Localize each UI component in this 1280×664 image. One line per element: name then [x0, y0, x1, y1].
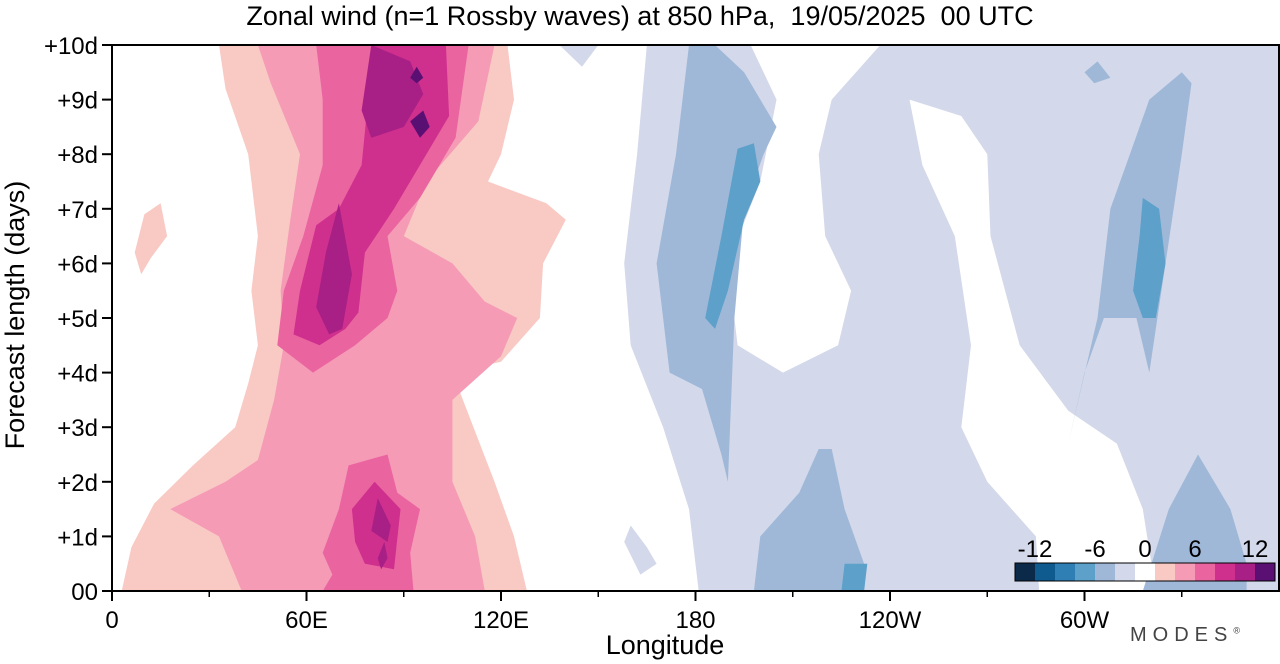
contour-region-pos10-9	[361, 45, 424, 138]
y-tick-label: +8d	[57, 142, 98, 169]
y-tick-label: +2d	[57, 470, 98, 497]
contour-region-pos10-11	[371, 498, 391, 542]
colorbar-label: 12	[1242, 536, 1269, 563]
contour-region-pos10-10	[316, 203, 352, 335]
colorbar-frame	[1014, 562, 1276, 582]
y-tick-label: +7d	[57, 197, 98, 224]
x-tick-label: 60W	[1060, 607, 1110, 634]
colorbar-swatch	[1095, 563, 1115, 581]
contour-region-neg4-22	[1084, 61, 1111, 84]
y-tick-label: 00	[71, 579, 98, 606]
contour-region-neg4-21	[1142, 454, 1247, 591]
y-tick-label: +9d	[57, 88, 98, 115]
colorbar-swatch	[1135, 563, 1155, 581]
contour-region-neg6-24	[841, 563, 868, 591]
contour-region-neg4-20	[1068, 72, 1192, 444]
colorbar-swatch	[1235, 563, 1255, 581]
contour-region-pos10-12	[377, 541, 388, 570]
y-tick-label: +3d	[57, 415, 98, 442]
y-tick-label: +1d	[57, 524, 98, 551]
colorbar-swatch	[1255, 563, 1275, 581]
contour-region-pos2-1	[134, 203, 168, 275]
colorbar-swatch	[1075, 563, 1095, 581]
colorbar-label: -12	[1018, 536, 1053, 563]
contour-region-neg2-15	[559, 45, 599, 67]
brand-mark: ®	[1233, 625, 1240, 636]
colorbar-swatch	[1115, 563, 1135, 581]
colorbar-swatch	[1055, 563, 1075, 581]
contour-region-pos12-13	[410, 110, 430, 138]
colorbar-label: 0	[1138, 536, 1151, 563]
brand-logo: MODES®	[1130, 624, 1240, 647]
contour-region-neg6-25	[1133, 197, 1166, 318]
contour-region-neg6-23	[705, 143, 761, 329]
contour-region-neg2-17	[624, 525, 657, 575]
contour-region-neg2-16	[624, 45, 1279, 591]
colorbar-swatch	[1155, 563, 1175, 581]
contour-region-neg4-19	[753, 449, 865, 591]
x-tick-label: 180	[675, 607, 715, 634]
colorbar-label: -6	[1084, 536, 1105, 563]
colorbar-legend: -12 -6 0 6 12	[1014, 536, 1276, 582]
y-axis-label: Forecast length (days)	[0, 180, 30, 450]
y-tick-label: +10d	[44, 33, 98, 60]
y-tick-label: +5d	[57, 306, 98, 333]
x-tick-label: 60E	[285, 607, 328, 634]
x-axis: 0 60E 120E 180 120W 60W	[105, 591, 1183, 634]
x-tick-label: 120E	[473, 607, 529, 634]
brand-text: MODES	[1130, 624, 1234, 646]
chart-title: Zonal wind (n=1 Rossby waves) at 850 hPa…	[246, 1, 1034, 31]
x-axis-label: Longitude	[605, 630, 725, 660]
colorbar-swatch	[1215, 563, 1235, 581]
contour-region-pos12-14	[410, 66, 424, 84]
x-tick-label: 0	[105, 607, 118, 634]
contour-layer	[121, 45, 1279, 591]
x-tick-label: 120W	[859, 607, 922, 634]
colorbar-swatch	[1035, 563, 1055, 581]
colorbar-label: 6	[1188, 536, 1201, 563]
y-tick-label: +6d	[57, 251, 98, 278]
y-tick-label: +4d	[57, 361, 98, 388]
colorbar-swatch	[1015, 563, 1035, 581]
colorbar-swatch	[1175, 563, 1195, 581]
colorbar-swatch	[1195, 563, 1215, 581]
y-axis: 00 +1d +2d +3d +4d +5d +6d +7d +8d +9d +10d	[44, 33, 112, 606]
